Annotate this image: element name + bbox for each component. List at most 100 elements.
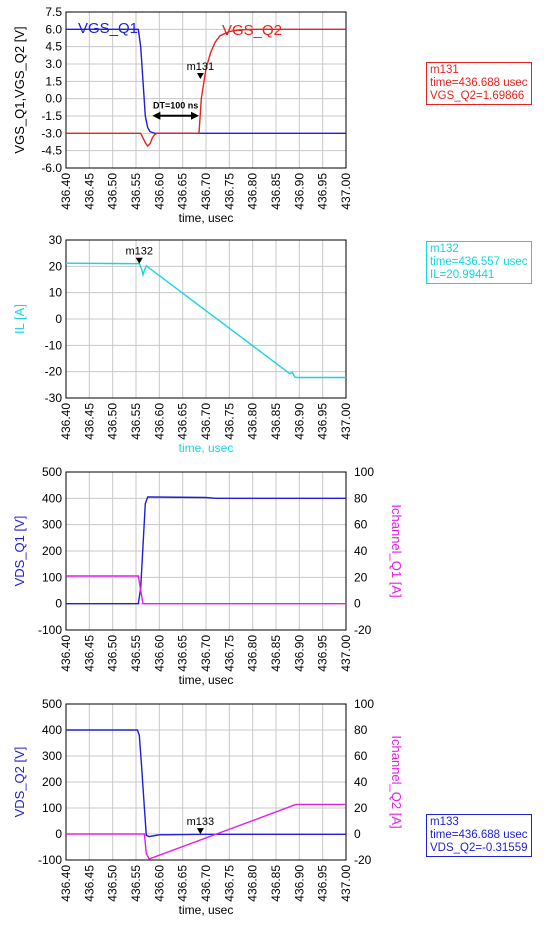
x-tick-label: 436.80 (246, 173, 260, 210)
x-tick-label: 436.75 (222, 403, 236, 440)
x-tick-label: 436.65 (176, 173, 190, 210)
y-tick-label: -1.5 (41, 109, 62, 123)
y-tick-label: 0 (55, 312, 62, 326)
x-tick-label: 436.90 (292, 173, 306, 210)
x-tick-label: 436.50 (106, 865, 120, 902)
marker-readout-m131-value: VGS_Q2=1.69866 (430, 90, 525, 102)
y-tick-label: 20 (49, 259, 63, 273)
x-tick-label: 436.40 (59, 865, 73, 902)
x-tick-label: 436.75 (222, 173, 236, 210)
series-line-ichannel_q1 (66, 575, 346, 605)
x-tick-label: 436.45 (82, 865, 96, 902)
x-tick-label: 436.85 (269, 403, 283, 440)
marker-readout-m132: m132 time=436.557 usec IL=20.99441 (426, 241, 532, 284)
series-line-il (65, 262, 346, 379)
series-label-vgs-q2: VGS_Q2 (222, 22, 282, 39)
x-tick-label: 436.45 (82, 635, 96, 672)
x-tick-label: 436.90 (292, 403, 306, 440)
plot-frame (65, 471, 347, 631)
x-tick-label: 436.85 (269, 865, 283, 902)
y-tick-label: -4.5 (41, 144, 62, 158)
series-line-vds_q2 (66, 729, 346, 838)
x-tick-label: 437.00 (339, 173, 353, 210)
y-tick-label: -6.0 (41, 161, 62, 175)
y-tick-label: 6.0 (45, 22, 62, 36)
y2-tick-label: 20 (354, 570, 368, 584)
y2-tick-label: 80 (354, 723, 368, 737)
x-tick-label: 436.60 (152, 403, 166, 440)
x-tick-label: 436.65 (176, 403, 190, 440)
y-tick-label: 0.0 (45, 92, 62, 106)
y-tick-label: 1.5 (45, 74, 62, 88)
marker-readout-m131-time: time=436.688 usec (430, 77, 528, 89)
y2-tick-label: 80 (354, 491, 368, 505)
y-tick-label: 100 (42, 570, 62, 584)
x-tick-label: 436.60 (152, 635, 166, 672)
x-tick-label: 436.70 (199, 865, 213, 902)
y-tick-label: 10 (49, 286, 63, 300)
x-axis-label: time, usec (179, 211, 234, 225)
y-tick-label: 0 (55, 827, 62, 841)
x-tick-label: 436.85 (269, 173, 283, 210)
y2-tick-label: 60 (354, 749, 368, 763)
x-tick-label: 437.00 (339, 635, 353, 672)
x-tick-label: 436.95 (316, 635, 330, 672)
y-tick-label: 100 (42, 801, 62, 815)
x-tick-label: 436.40 (59, 635, 73, 672)
y2-tick-label: 100 (354, 697, 374, 711)
dt-annotation-label: DT=100 ns (153, 101, 198, 111)
x-tick-label: 436.70 (199, 403, 213, 440)
series-line-vgs_q2 (66, 28, 346, 148)
y-tick-label: 400 (42, 491, 62, 505)
y2-tick-label: -20 (354, 623, 372, 637)
y-tick-label: 7.5 (45, 5, 62, 19)
x-tick-label: 436.95 (316, 865, 330, 902)
marker-readout-m133-name: m133 (430, 816, 459, 828)
x-tick-label: 436.60 (152, 173, 166, 210)
plot-frame (65, 11, 347, 169)
x-tick-label: 436.80 (246, 865, 260, 902)
y-tick-label: 300 (42, 749, 62, 763)
y-tick-label: 0 (55, 597, 62, 611)
y2-tick-label: 0 (354, 827, 361, 841)
x-tick-label: 436.40 (59, 403, 73, 440)
x-tick-label: 436.90 (292, 865, 306, 902)
x-tick-label: 436.70 (199, 635, 213, 672)
x-tick-label: 436.50 (106, 403, 120, 440)
marker-triangle-m133 (196, 828, 204, 835)
x-tick-label: 436.75 (222, 865, 236, 902)
y-tick-label: -20 (45, 365, 63, 379)
plot-frame (65, 239, 347, 399)
marker-readout-m133-time: time=436.688 usec (430, 829, 528, 841)
y-tick-label: 200 (42, 544, 62, 558)
dt-arrow-head-left (152, 111, 161, 120)
y-tick-label: 30 (49, 233, 63, 247)
x-tick-label: 437.00 (339, 403, 353, 440)
marker-readout-m133: m133 time=436.688 usec VDS_Q2=-0.31559 (426, 814, 532, 857)
y-tick-label: -3.0 (41, 126, 62, 140)
chart-panel-3: 5004003002001000-100100806040200-20436.4… (12, 465, 404, 687)
y2-axis-label: Ichannel_Q1 [A] (389, 504, 404, 597)
marker-label-m131: m131 (187, 61, 215, 73)
y-axis-label: VDS_Q1 [V] (12, 516, 27, 587)
x-tick-label: 437.00 (339, 865, 353, 902)
y2-tick-label: 100 (354, 465, 374, 479)
y-tick-label: 400 (42, 723, 62, 737)
x-tick-label: 436.55 (129, 403, 143, 440)
y2-tick-label: 40 (354, 775, 368, 789)
x-axis-label: time, usec (179, 441, 234, 455)
x-tick-label: 436.60 (152, 865, 166, 902)
x-tick-label: 436.50 (106, 173, 120, 210)
x-tick-label: 436.95 (316, 173, 330, 210)
x-tick-label: 436.55 (129, 173, 143, 210)
y2-tick-label: 0 (354, 597, 361, 611)
y-tick-label: 500 (42, 465, 62, 479)
x-tick-label: 436.80 (246, 403, 260, 440)
x-tick-label: 436.65 (176, 865, 190, 902)
marker-readout-m131-name: m131 (430, 64, 459, 76)
y2-tick-label: -20 (354, 853, 372, 867)
y-tick-label: 3.0 (45, 57, 62, 71)
x-tick-label: 436.45 (82, 403, 96, 440)
